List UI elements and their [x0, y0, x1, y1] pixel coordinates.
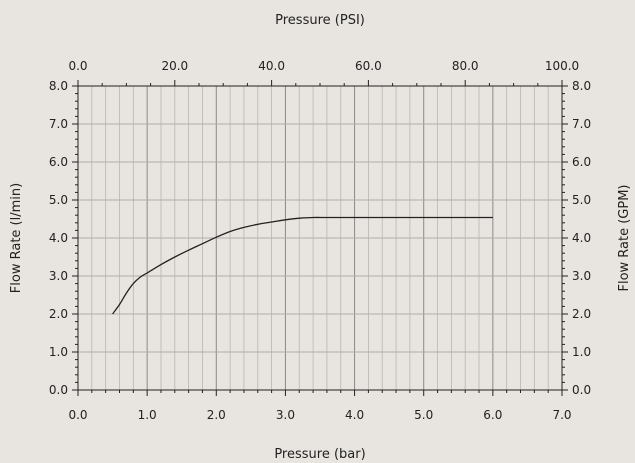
y-tick-label: 0.0 — [49, 383, 68, 397]
x2-axis-title: Pressure (PSI) — [275, 13, 365, 28]
series-line — [112, 216, 493, 315]
y-tick-labels: 0.0 1.0 2.0 3.0 4.0 5.0 6.0 7.0 8.0 — [49, 79, 68, 397]
x-tick-label: 5.0 — [414, 408, 433, 422]
y-tick-label: 5.0 — [49, 193, 68, 207]
y-tick-label: 7.0 — [49, 117, 68, 131]
x-tick-label: 4.0 — [345, 408, 364, 422]
x2-tick-labels: 0.0 20.0 40.0 60.0 80.0 100.0 — [68, 59, 579, 73]
y2-tick-label: 2.0 — [572, 307, 591, 321]
x-tick-label: 0.0 — [68, 408, 87, 422]
x-tick-label: 1.0 — [138, 408, 157, 422]
y2-tick-label: 6.0 — [572, 155, 591, 169]
y2-tick-label: 1.0 — [572, 345, 591, 359]
y-tick-label: 4.0 — [49, 231, 68, 245]
y2-tick-label: 4.0 — [572, 231, 591, 245]
y2-tick-label: 3.0 — [572, 269, 591, 283]
x-tick-label: 6.0 — [483, 408, 502, 422]
x2-tick-label: 100.0 — [545, 59, 579, 73]
y-tick-label: 8.0 — [49, 79, 68, 93]
x-tick-labels: 0.0 1.0 2.0 3.0 4.0 5.0 6.0 7.0 — [68, 408, 571, 422]
x-tick-label: 2.0 — [207, 408, 226, 422]
y2-tick-label: 5.0 — [572, 193, 591, 207]
x-tick-label: 3.0 — [276, 408, 295, 422]
x2-tick-label: 80.0 — [452, 59, 479, 73]
y-tick-label: 3.0 — [49, 269, 68, 283]
y-tick-label: 6.0 — [49, 155, 68, 169]
x-axis-title: Pressure (bar) — [274, 447, 365, 462]
plot-frame — [77, 85, 563, 391]
y2-tick-label: 8.0 — [572, 79, 591, 93]
y-axis-title: Flow Rate (l/min) — [9, 183, 24, 293]
y2-tick-label: 0.0 — [572, 383, 591, 397]
x-tick-label: 7.0 — [552, 408, 571, 422]
x2-tick-label: 60.0 — [355, 59, 382, 73]
y-tick-label: 2.0 — [49, 307, 68, 321]
y2-axis-title: Flow Rate (GPM) — [617, 184, 632, 291]
y2-tick-labels: 0.0 1.0 2.0 3.0 4.0 5.0 6.0 7.0 8.0 — [572, 79, 591, 397]
y2-tick-label: 7.0 — [572, 117, 591, 131]
x2-tick-label: 0.0 — [68, 59, 87, 73]
x2-tick-label: 20.0 — [161, 59, 188, 73]
x2-tick-label: 40.0 — [258, 59, 285, 73]
y-tick-label: 1.0 — [49, 345, 68, 359]
